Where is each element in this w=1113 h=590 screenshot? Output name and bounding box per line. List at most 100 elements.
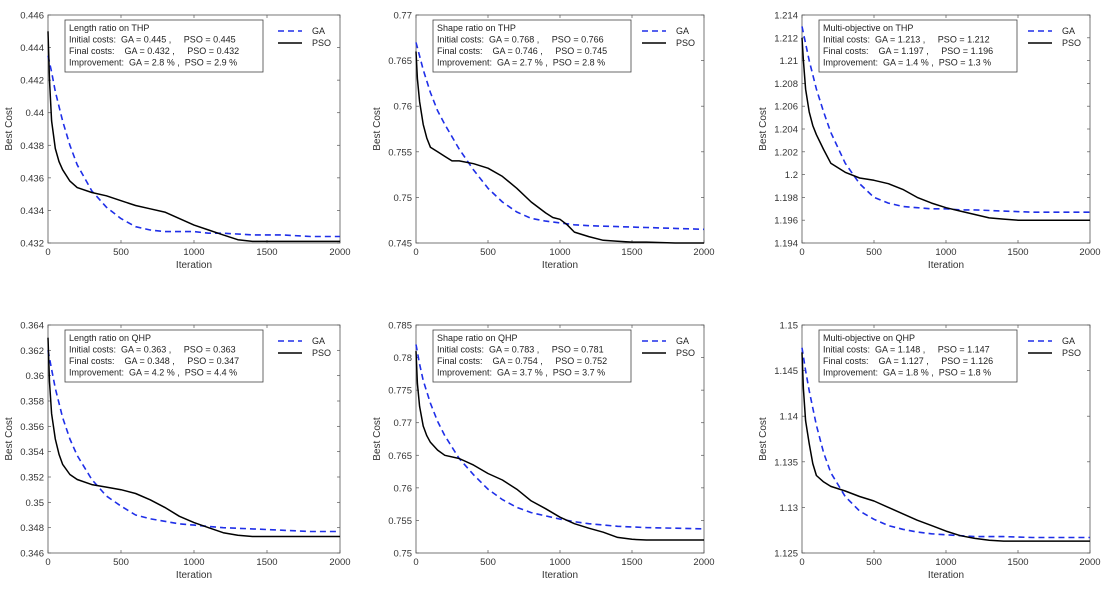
panel-title: Multi-objective on QHP xyxy=(823,333,915,343)
annotation-box xyxy=(64,329,264,383)
panel-title: Length ratio on THP xyxy=(69,23,149,33)
y-tick-label: 1.194 xyxy=(774,239,798,250)
legend-label-ga: GA xyxy=(1062,26,1075,36)
x-tick-label: 0 xyxy=(799,247,804,258)
x-tick-label: 2000 xyxy=(693,247,714,258)
y-tick-label: 0.785 xyxy=(388,321,412,332)
x-axis-label: Iteration xyxy=(542,570,578,581)
x-tick-label: 1000 xyxy=(549,557,570,568)
x-axis-label: Iteration xyxy=(928,570,964,581)
y-tick-label: 0.438 xyxy=(20,141,44,152)
annotation-line: Final costs: GA = 1.197 , PSO = 1.196 xyxy=(823,46,993,56)
x-tick-label: 1000 xyxy=(183,247,204,258)
y-tick-label: 0.352 xyxy=(20,473,44,484)
panel-title: Shape ratio on QHP xyxy=(437,333,518,343)
annotation-line: Initial costs: GA = 0.445 , PSO = 0.445 xyxy=(69,35,236,45)
y-tick-label: 1.125 xyxy=(774,549,798,560)
x-tick-label: 1500 xyxy=(256,557,277,568)
y-tick-label: 0.44 xyxy=(26,108,45,119)
annotation-line: Improvement: GA = 2.7 % , PSO = 2.8 % xyxy=(437,58,605,68)
y-tick-label: 0.444 xyxy=(20,43,44,54)
y-tick-label: 1.206 xyxy=(774,102,798,113)
y-tick-label: 0.36 xyxy=(26,371,45,382)
series-line-pso xyxy=(801,352,1090,542)
series-line-ga xyxy=(801,347,1090,539)
x-axis-label: Iteration xyxy=(176,570,212,581)
y-tick-label: 1.13 xyxy=(780,503,799,514)
series-line-pso xyxy=(415,51,704,244)
x-tick-label: 2000 xyxy=(329,557,350,568)
y-tick-label: 0.434 xyxy=(20,206,44,217)
y-axis-label: Best Cost xyxy=(4,107,15,151)
series-line-pso xyxy=(47,31,340,243)
annotation-line: Final costs: GA = 0.754 , PSO = 0.752 xyxy=(437,356,607,366)
series-line-pso xyxy=(47,337,340,538)
y-tick-label: 0.346 xyxy=(20,549,44,560)
y-tick-label: 0.78 xyxy=(394,353,413,364)
chart-panel-1: 0 500 1000 1500 2000 0.432 0.434 0.436 0.438 0.44… xyxy=(4,11,351,272)
x-tick-label: 0 xyxy=(799,557,804,568)
y-tick-label: 0.77 xyxy=(394,11,413,22)
x-tick-label: 1500 xyxy=(621,247,642,258)
chart-panel-2: 0 500 1000 1500 2000 0.745 0.75 0.755 0.76 0.765 0… xyxy=(372,11,715,272)
panel-title: Multi-objective on THP xyxy=(823,23,913,33)
series-line-ga xyxy=(415,344,705,530)
x-tick-label: 0 xyxy=(413,557,418,568)
chart-panel-4: 0 500 1000 1500 2000 0.346 0.348 0.35 0.352 0.354… xyxy=(4,321,351,582)
x-axis-label: Iteration xyxy=(542,260,578,271)
y-tick-label: 1.202 xyxy=(774,147,798,158)
y-tick-label: 0.755 xyxy=(388,516,412,527)
series-line-ga xyxy=(47,350,340,533)
annotation-line: Final costs: GA = 0.432 , PSO = 0.432 xyxy=(69,46,239,56)
legend-label-ga: GA xyxy=(1062,336,1075,346)
y-tick-label: 1.198 xyxy=(774,193,798,204)
legend-label-pso: PSO xyxy=(1062,38,1081,48)
y-tick-label: 0.77 xyxy=(394,418,413,429)
y-tick-label: 1.214 xyxy=(774,11,798,22)
annotation-line: Initial costs: GA = 0.768 , PSO = 0.766 xyxy=(437,35,604,45)
x-tick-label: 1500 xyxy=(621,557,642,568)
y-tick-label: 0.446 xyxy=(20,11,44,22)
legend-label-ga: GA xyxy=(312,26,325,36)
annotation-box xyxy=(432,19,632,73)
x-tick-label: 500 xyxy=(113,557,129,568)
annotation-line: Initial costs: GA = 0.783 , PSO = 0.781 xyxy=(437,345,604,355)
y-tick-label: 0.775 xyxy=(388,386,412,397)
y-tick-label: 0.755 xyxy=(388,147,412,158)
y-tick-label: 1.208 xyxy=(774,79,798,90)
x-tick-label: 1500 xyxy=(1007,557,1028,568)
annotation-box xyxy=(64,19,264,73)
y-axis-label: Best Cost xyxy=(758,107,769,151)
series-line-pso xyxy=(415,351,704,541)
y-tick-label: 0.356 xyxy=(20,422,44,433)
y-tick-label: 0.75 xyxy=(394,193,413,204)
series-line-ga xyxy=(415,42,705,231)
panel-title: Length ratio on QHP xyxy=(69,333,151,343)
y-tick-label: 1.196 xyxy=(774,216,798,227)
legend-label-pso: PSO xyxy=(1062,348,1081,358)
y-axis-label: Best Cost xyxy=(372,107,383,151)
x-tick-label: 1500 xyxy=(256,247,277,258)
series-line-ga xyxy=(801,26,1090,213)
y-tick-label: 0.436 xyxy=(20,173,44,184)
annotation-line: Improvement: GA = 1.8 % , PSO = 1.8 % xyxy=(823,368,991,378)
y-tick-label: 0.442 xyxy=(20,76,44,87)
y-tick-label: 0.745 xyxy=(388,239,412,250)
x-axis-label: Iteration xyxy=(176,260,212,271)
x-tick-label: 1000 xyxy=(183,557,204,568)
y-axis-label: Best Cost xyxy=(758,417,769,461)
y-tick-label: 1.145 xyxy=(774,366,798,377)
x-tick-label: 500 xyxy=(866,247,882,258)
legend-label-pso: PSO xyxy=(312,348,331,358)
x-tick-label: 0 xyxy=(413,247,418,258)
y-tick-label: 0.75 xyxy=(394,549,413,560)
y-tick-label: 0.35 xyxy=(26,498,45,509)
annotation-line: Final costs: GA = 0.746 , PSO = 0.745 xyxy=(437,46,607,56)
y-tick-label: 1.21 xyxy=(780,56,799,67)
y-tick-label: 0.358 xyxy=(20,397,44,408)
x-tick-label: 500 xyxy=(113,247,129,258)
x-tick-label: 0 xyxy=(45,247,50,258)
legend-label-pso: PSO xyxy=(312,38,331,48)
y-tick-label: 0.354 xyxy=(20,447,44,458)
